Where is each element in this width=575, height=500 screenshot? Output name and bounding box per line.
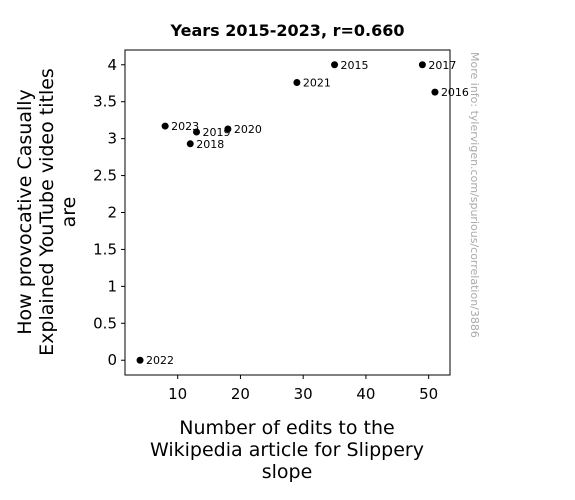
y-axis-label-line: How provocative Casually [14, 89, 36, 335]
y-axis-label: How provocative CasuallyExplained YouTub… [14, 68, 80, 356]
y-tick-label: 2.5 [93, 167, 117, 185]
y-tick-label: 3 [107, 130, 117, 148]
point-label: 2017 [428, 59, 456, 72]
y-axis-label-line: Explained YouTube video titles [36, 68, 58, 356]
y-tick-label: 3.5 [93, 93, 117, 111]
point-label: 2019 [203, 126, 231, 139]
point-label: 2020 [234, 123, 262, 136]
x-tick-label: 10 [168, 385, 187, 403]
y-tick-label: 1.5 [93, 240, 117, 258]
data-point [431, 88, 439, 96]
point-label: 2015 [341, 59, 369, 72]
point-label: 2023 [171, 120, 199, 133]
x-axis-label-line: Number of edits to the [179, 417, 394, 439]
point-label: 2016 [441, 86, 469, 99]
y-tick-label: 0 [107, 351, 117, 369]
x-axis-label-line: Wikipedia article for Slippery [150, 439, 424, 461]
data-point [331, 61, 339, 69]
x-tick-label: 20 [231, 385, 250, 403]
data-point [193, 128, 201, 136]
x-tick-label: 30 [294, 385, 313, 403]
data-point [136, 356, 144, 364]
x-tick-label: 50 [419, 385, 438, 403]
x-axis-label: Number of edits to the Wikipedia article … [150, 417, 424, 483]
y-tick-label: 1 [107, 277, 117, 295]
data-point [161, 122, 169, 130]
plot-area [124, 49, 451, 376]
data-point [418, 61, 426, 69]
x-axis: 10 20 30 40 50 [168, 375, 438, 403]
data-point [293, 79, 301, 86]
y-tick-label: 0.5 [93, 314, 117, 332]
x-axis-label-line: slope [262, 461, 313, 483]
point-label: 2022 [146, 354, 174, 367]
y-tick-label: 4 [107, 56, 117, 74]
x-tick-label: 40 [356, 385, 375, 403]
y-axis: 0 0.5 1 1.5 2 2.5 3 3.5 4 [93, 56, 125, 369]
data-point [224, 125, 232, 133]
y-tick-label: 2 [107, 204, 117, 222]
data-point [186, 140, 194, 148]
source-watermark: More info: tylervigen.com/spurious/corre… [468, 52, 481, 338]
y-axis-label-line: are [58, 197, 80, 228]
point-label: 2021 [303, 77, 331, 90]
point-label: 2018 [196, 138, 224, 151]
chart-title: Years 2015-2023, r=0.660 [169, 21, 404, 40]
